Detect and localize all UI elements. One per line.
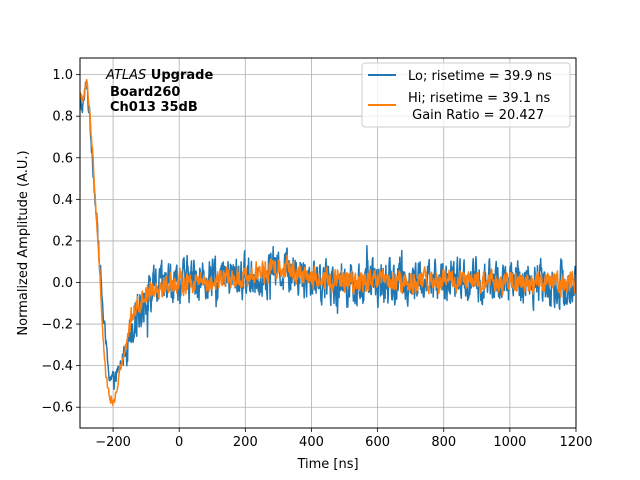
y-tick-label: 0.4 (52, 193, 73, 208)
legend-entry-hi: Hi; risetime = 39.1 ns (408, 91, 550, 106)
x-tick-label: 1200 (559, 435, 592, 450)
y-tick-label: 0.8 (52, 110, 73, 125)
legend: Lo; risetime = 39.9 ns Hi; risetime = 39… (361, 62, 571, 128)
y-tick-label: 1.0 (52, 68, 73, 83)
y-tick-label: 0.0 (52, 276, 73, 291)
atlas-annotation: ATLAS Upgrade Board260 Ch013 35dB (105, 68, 213, 115)
x-tick-label: −200 (95, 435, 131, 450)
y-tick-label: −0.6 (41, 401, 73, 416)
x-tick-label: 400 (299, 435, 324, 450)
annotation-atlas: ATLAS (105, 68, 146, 83)
annotation-line-1: ATLAS Upgrade (105, 68, 213, 83)
annotation-channel: Ch013 35dB (110, 100, 198, 115)
x-axis-label: Time [ns] (296, 457, 358, 472)
x-tick-label: 800 (431, 435, 456, 450)
y-tick-label: −0.4 (41, 359, 73, 374)
y-tick-label: −0.2 (41, 318, 73, 333)
annotation-upgrade: Upgrade (146, 68, 213, 83)
x-tick-label: 200 (233, 435, 258, 450)
legend-box (361, 62, 571, 128)
y-tick-label: 0.2 (52, 234, 73, 249)
series-line-hi (80, 78, 576, 407)
y-axis-label: Normalized Amplitude (A.U.) (16, 150, 31, 335)
y-tick-label: 0.6 (52, 151, 73, 166)
x-tick-label: 1000 (493, 435, 526, 450)
tick-layer: −200 0 200 400 600 800 1000 1200 −0.6 −0.4 −0.2 0.0… (41, 68, 592, 450)
x-tick-label: 600 (365, 435, 390, 450)
x-tick-label: 0 (175, 435, 183, 450)
annotation-board: Board260 (110, 85, 180, 100)
legend-entry-lo: Lo; risetime = 39.9 ns (408, 69, 552, 84)
series-layer (80, 78, 576, 407)
legend-entry-hi-gain-ratio: Gain Ratio = 20.427 (408, 108, 544, 123)
plot-frame (79, 57, 577, 429)
